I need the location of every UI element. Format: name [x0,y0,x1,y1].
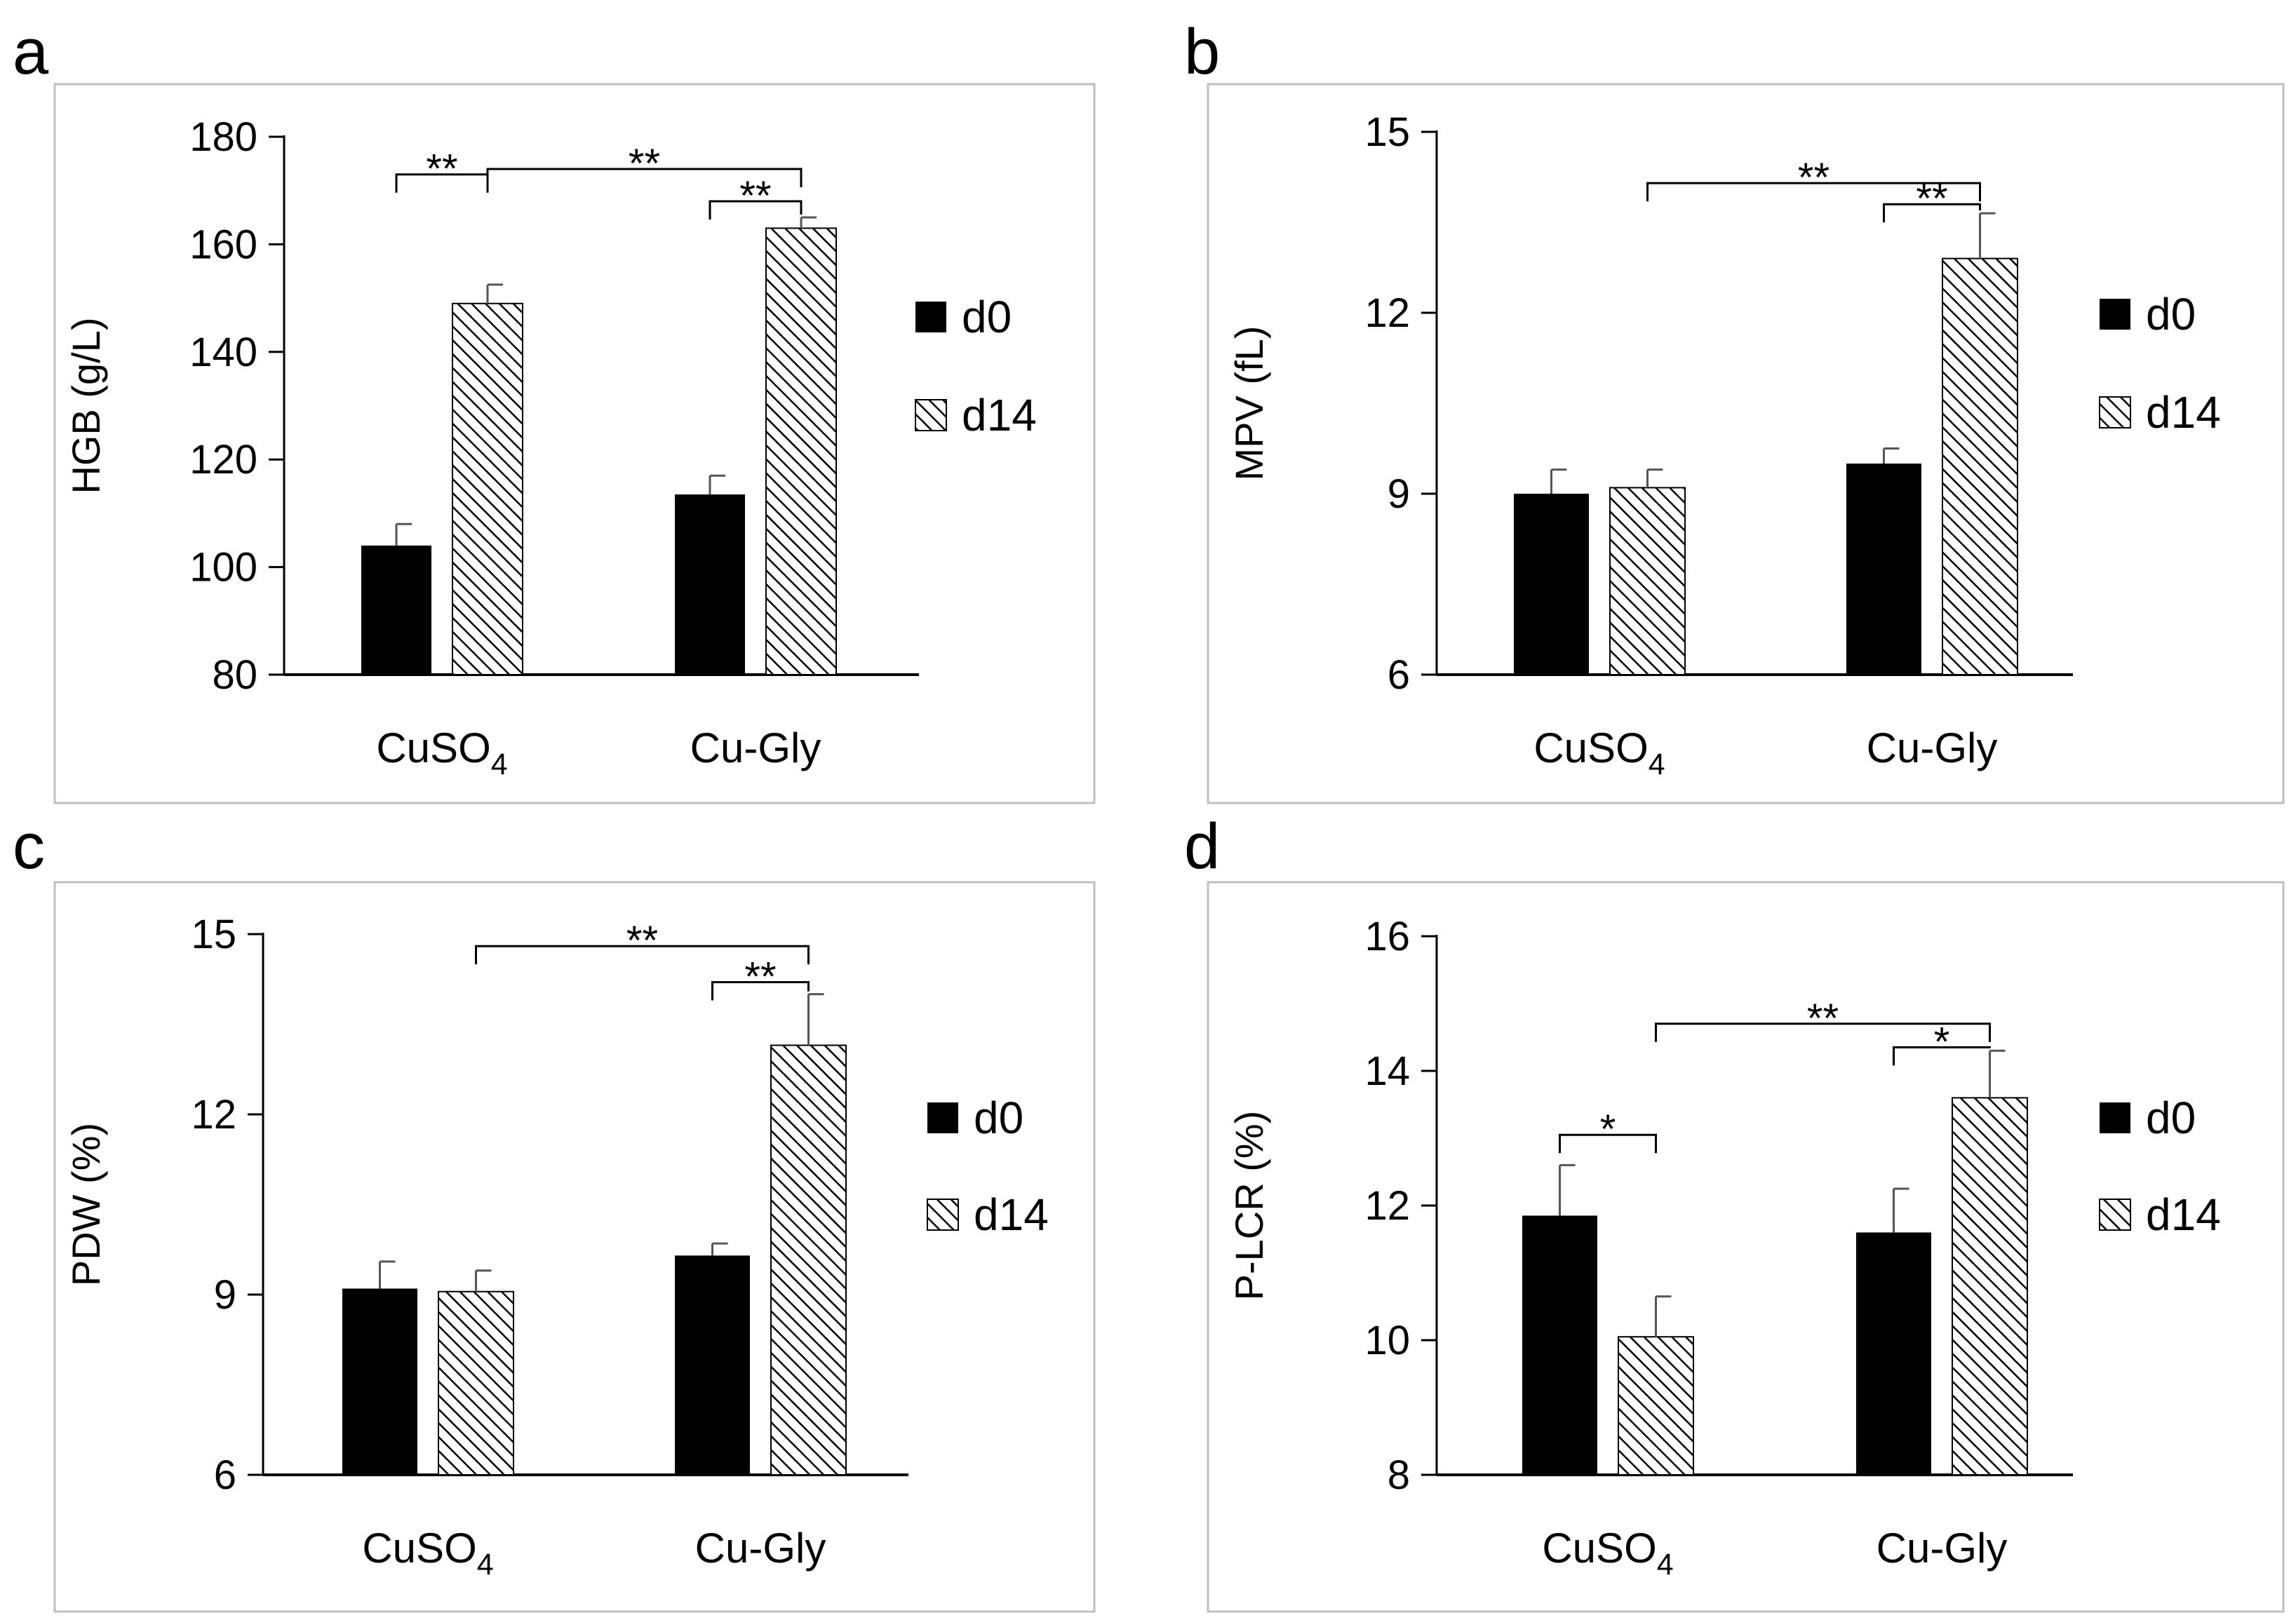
bar-d0-0 [1514,494,1589,675]
x-tick-label: Cu-Gly [1867,724,1998,771]
bar-d0-1 [1856,1232,1931,1475]
legend-label-d0: d0 [2146,1093,2196,1143]
significance-marker: ** [1807,996,1839,1041]
y-tick-label: 12 [1364,290,1410,336]
legend-label-d14: d14 [2146,387,2221,438]
significance-bracket [1883,203,1981,223]
bar-d0-0 [1522,1215,1597,1475]
y-tick-label: 9 [214,1272,236,1318]
y-tick-label: 15 [1364,109,1410,155]
y-tick-label: 140 [189,330,257,375]
panel-label: a [13,16,49,88]
bar-d14-0 [1618,1336,1694,1476]
significance-marker: ** [739,173,771,219]
bar-d0-0 [361,545,431,675]
panel-label: c [13,811,45,882]
legend-label-d0: d0 [962,292,1012,342]
y-tick-label: 8 [1388,1452,1410,1498]
y-tick-label: 10 [1364,1318,1410,1363]
y-tick-label: 12 [1364,1183,1410,1229]
bar-d14-1 [1942,257,2018,676]
x-tick-label: CuSO4 [1533,724,1665,781]
y-tick-label: 100 [189,545,257,590]
legend-label-d14: d14 [974,1189,1049,1240]
y-tick-label: 12 [191,1092,236,1138]
y-tick-label: 6 [1388,652,1410,698]
x-tick-label: Cu-Gly [695,1525,826,1572]
legend-swatch-d0 [2100,1102,2130,1133]
x-tick-label: Cu-Gly [1877,1525,2008,1572]
y-tick-label: 15 [191,912,236,957]
panel-c: c 6 9 12 15 PDW (%) CuSO4 Cu-Gly ** ** d0 d14 [13,811,1096,1613]
panel-frame [1207,881,2285,1613]
legend-swatch-d0 [915,302,946,332]
significance-marker: ** [1798,155,1830,201]
x-tick-label: CuSO4 [1542,1525,1673,1581]
y-axis-label: HGB (g/L) [64,317,108,494]
significance-marker: ** [744,954,776,1000]
significance-marker: ** [629,141,660,187]
bar-d14-0 [438,1290,514,1476]
bar-d0-0 [342,1288,417,1475]
legend-label-d0: d0 [2146,289,2196,339]
legend-label-d14: d14 [962,390,1037,440]
significance-bracket [709,200,803,220]
significance-bracket [1559,1133,1657,1154]
bar-d0-1 [675,1255,750,1475]
legend-swatch-d14 [915,399,947,431]
y-tick-label: 120 [189,437,257,482]
legend-swatch-d14 [2099,396,2131,428]
y-tick-label: 160 [189,222,257,267]
legend-swatch-d0 [927,1102,958,1133]
panel-frame [53,881,1096,1613]
bar-d14-0 [452,302,523,675]
x-tick-label: CuSO4 [376,724,507,781]
y-axis-label: P-LCR (%) [1227,1111,1271,1301]
legend-label-d0: d0 [974,1093,1023,1143]
y-tick-label: 80 [212,652,257,698]
bar-d14-0 [1609,487,1686,676]
bar-d14-1 [765,227,837,675]
significance-bracket [486,168,803,188]
panel-frame [1207,83,2285,804]
x-tick-label: Cu-Gly [690,724,821,771]
significance-bracket [1646,182,1981,202]
panel-label: d [1184,811,1220,882]
significance-bracket [475,945,810,965]
panel-a: a 80 100 120 140 160 180 HGB (g/L) CuSO4 Cu-Gly **… [13,16,1096,804]
bar-d14-1 [1952,1097,2028,1476]
y-tick-label: 16 [1364,914,1410,959]
legend-swatch-d14 [927,1199,959,1231]
y-tick-label: 6 [214,1452,236,1498]
panel-frame [53,83,1096,804]
significance-marker: ** [1916,176,1947,222]
significance-marker: * [1934,1019,1950,1065]
panel-b: b 6 9 12 15 MPV (fL) CuSO4 Cu-Gly ** ** d0 d14 [1184,16,2285,804]
bar-d0-1 [675,494,745,675]
panel-label: b [1184,16,1220,88]
bar-d14-1 [770,1044,847,1476]
significance-bracket [1655,1022,1991,1042]
y-tick-label: 9 [1388,471,1410,517]
significance-marker: ** [626,918,658,964]
x-tick-label: CuSO4 [362,1525,493,1581]
y-axis-label: PDW (%) [64,1123,108,1286]
y-axis-label: MPV (fL) [1227,326,1271,481]
bar-d0-1 [1846,464,1921,675]
y-tick-label: 180 [189,114,257,160]
significance-bracket [711,981,810,1001]
legend-swatch-d14 [2099,1199,2131,1231]
legend-label-d14: d14 [2146,1189,2221,1240]
legend-swatch-d0 [2100,299,2130,330]
significance-marker: * [1600,1107,1616,1152]
significance-marker: ** [426,147,457,192]
significance-bracket [1893,1046,1991,1066]
y-tick-label: 14 [1364,1048,1410,1094]
